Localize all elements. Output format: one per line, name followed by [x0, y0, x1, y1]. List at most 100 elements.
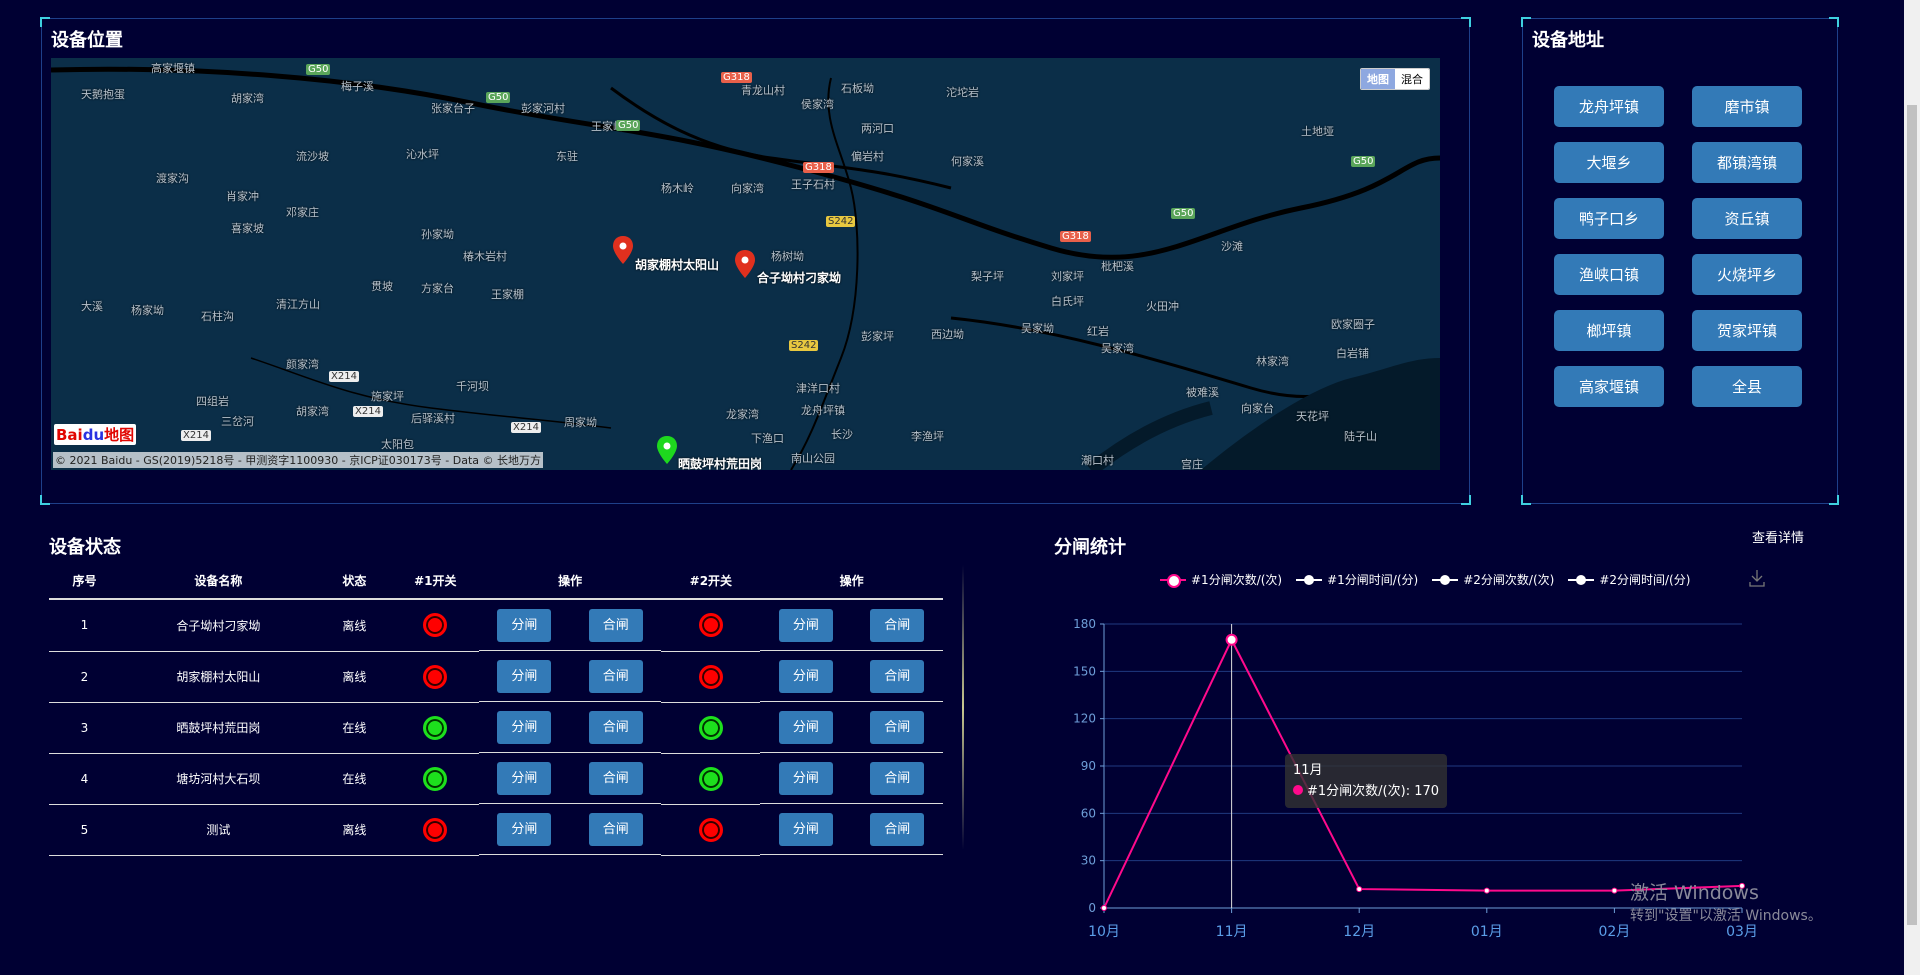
- switch2-status-indicator: [698, 613, 723, 638]
- map-place-label: 椿木岩村: [463, 250, 507, 263]
- map-place-label: 刘家坪: [1051, 270, 1084, 283]
- map-place-label: 胡家湾: [231, 92, 264, 105]
- view-details-link[interactable]: 查看详情: [1752, 531, 1805, 546]
- map-place-label: 贯坡: [371, 280, 393, 293]
- map-type-switch: 地图 混合: [1360, 68, 1430, 90]
- switch1-close-button[interactable]: 合闸: [588, 812, 643, 846]
- map-type-map[interactable]: 地图: [1361, 69, 1395, 89]
- map-place-label: 后驿溪村: [411, 412, 455, 425]
- road-shield: G50: [1171, 208, 1196, 219]
- switch2-status-indicator: [698, 766, 723, 791]
- switch2-open-button[interactable]: 分闸: [778, 659, 833, 693]
- x-tick-label: 03月: [1726, 924, 1758, 940]
- watermark-line2: 转到"设置"以激活 Windows。: [1630, 908, 1822, 924]
- legend-item[interactable]: #1分闸时间/(分): [1296, 571, 1418, 588]
- address-button[interactable]: 渔峡口镇: [1554, 254, 1664, 295]
- switch2-close-button[interactable]: 合闸: [870, 608, 925, 642]
- cell-status: 离线: [342, 670, 367, 684]
- map-place-label: 潮口村: [1081, 454, 1114, 467]
- map-type-hybrid[interactable]: 混合: [1395, 69, 1429, 89]
- map-place-label: 彭家河村: [521, 102, 565, 115]
- map-place-label: 枇杷溪: [1101, 260, 1134, 273]
- device-address-panel: [1521, 17, 1839, 505]
- map-place-label: 下渔口: [751, 432, 784, 445]
- switch2-open-button[interactable]: 分闸: [778, 761, 833, 795]
- address-button[interactable]: 火烧坪乡: [1692, 254, 1802, 295]
- scrollbar[interactable]: [1904, 0, 1920, 975]
- map-place-label: 大溪: [81, 300, 103, 313]
- switch1-open-button[interactable]: 分闸: [497, 659, 552, 693]
- address-button[interactable]: 资丘镇: [1692, 198, 1802, 239]
- data-point: [1611, 887, 1618, 894]
- switch1-status-indicator: [423, 664, 448, 689]
- chart-legend: #1分闸次数/(次) #1分闸时间/(分) #2分闸次数/(次) #2分闸时间/(分): [1160, 571, 1690, 588]
- cell-status: 在线: [342, 772, 367, 786]
- map-copyright: © 2021 Baidu - GS(2019)5218号 - 甲测资字11009…: [53, 452, 544, 468]
- table-row: 5 测试 离线 分闸 合闸 分闸 合闸: [49, 804, 943, 856]
- map-marker-1[interactable]: [613, 236, 633, 264]
- switch2-close-button[interactable]: 合闸: [870, 710, 925, 744]
- address-button[interactable]: 贺家坪镇: [1692, 310, 1802, 351]
- map-place-label: 王家棚: [491, 288, 524, 301]
- watermark-line1: 激活 Windows: [1630, 882, 1759, 904]
- switch2-open-button[interactable]: 分闸: [778, 608, 833, 642]
- map-place-label: 南山公园: [791, 452, 835, 465]
- address-button[interactable]: 磨市镇: [1692, 86, 1802, 127]
- device-address-title: 设备地址: [1532, 30, 1604, 51]
- address-button[interactable]: 鸭子口乡: [1554, 198, 1664, 239]
- scrollbar-thumb[interactable]: [1907, 105, 1917, 925]
- map-place-label: 津洋口村: [796, 382, 840, 395]
- legend-item[interactable]: #2分闸次数/(次): [1432, 571, 1554, 588]
- address-button[interactable]: 高家堰镇: [1554, 366, 1664, 407]
- device-status-title: 设备状态: [49, 537, 121, 558]
- switch1-close-button[interactable]: 合闸: [588, 710, 643, 744]
- map-place-label: 王家岭: [591, 120, 624, 133]
- switch1-open-button[interactable]: 分闸: [497, 812, 552, 846]
- map-place-label: 胡家湾: [296, 405, 329, 418]
- map-place-label: 千河坝: [456, 380, 489, 393]
- switch2-open-button[interactable]: 分闸: [778, 812, 833, 846]
- legend-symbol: [1568, 574, 1595, 586]
- data-point: [1483, 887, 1490, 894]
- address-button[interactable]: 大堰乡: [1554, 142, 1664, 183]
- map-place-label: 东驻: [556, 150, 578, 163]
- road-shield: X214: [181, 430, 211, 441]
- switch2-open-button[interactable]: 分闸: [778, 710, 833, 744]
- column-header: #2开关: [661, 563, 761, 600]
- download-icon[interactable]: [1749, 569, 1765, 587]
- cell-status: 离线: [342, 618, 367, 633]
- map-place-label: 施家坪: [371, 390, 404, 403]
- map-place-label: 宫庄: [1181, 458, 1203, 470]
- map-place-label: 四组岩: [196, 395, 229, 408]
- switch1-status-indicator: [423, 613, 448, 638]
- map-place-label: 天鹅抱蛋: [81, 88, 125, 101]
- switch2-close-button[interactable]: 合闸: [870, 761, 925, 795]
- switch1-close-button[interactable]: 合闸: [588, 659, 643, 693]
- legend-symbol: [1160, 573, 1186, 588]
- switch1-open-button[interactable]: 分闸: [497, 608, 552, 642]
- switch1-open-button[interactable]: 分闸: [497, 710, 552, 744]
- road-shield: X214: [353, 406, 383, 417]
- address-button[interactable]: 都镇湾镇: [1692, 142, 1802, 183]
- address-button[interactable]: 龙舟坪镇: [1554, 86, 1664, 127]
- switch2-close-button[interactable]: 合闸: [870, 659, 925, 693]
- map-place-label: 石柱沟: [201, 310, 234, 323]
- switch2-close-button[interactable]: 合闸: [870, 812, 925, 846]
- data-point: [1356, 886, 1363, 893]
- switch1-close-button[interactable]: 合闸: [588, 761, 643, 795]
- chart-tooltip: 11月 #1分闸次数/(次): 170: [1285, 754, 1448, 808]
- switch1-close-button[interactable]: 合闸: [588, 608, 643, 642]
- map[interactable]: 高家堰镇 天鹅抱蛋 胡家湾 梅子溪 张家台子 彭家河村 王家岭 青龙山村 石板坳 侯家湾 沱坨岩 土地…: [51, 58, 1440, 470]
- column-header: 设备名称: [120, 563, 317, 600]
- switch1-open-button[interactable]: 分闸: [497, 761, 552, 795]
- legend-symbol: [1432, 574, 1459, 586]
- map-marker-3[interactable]: [657, 436, 677, 464]
- device-status-table: 序号 设备名称 状态 #1开关 操作 #2开关 操作 1 合子坳村刁家坳 离线 分闸 合闸 分闸 合闸 2…: [49, 563, 943, 856]
- address-button[interactable]: 全县: [1692, 366, 1802, 407]
- switch2-status-indicator: [698, 664, 723, 689]
- legend-item[interactable]: #2分闸时间/(分): [1568, 571, 1690, 588]
- address-button[interactable]: 榔坪镇: [1554, 310, 1664, 351]
- map-marker-2[interactable]: [735, 250, 755, 278]
- legend-item[interactable]: #1分闸次数/(次): [1160, 571, 1282, 588]
- legend-label: #2分闸次数/(次): [1463, 573, 1555, 587]
